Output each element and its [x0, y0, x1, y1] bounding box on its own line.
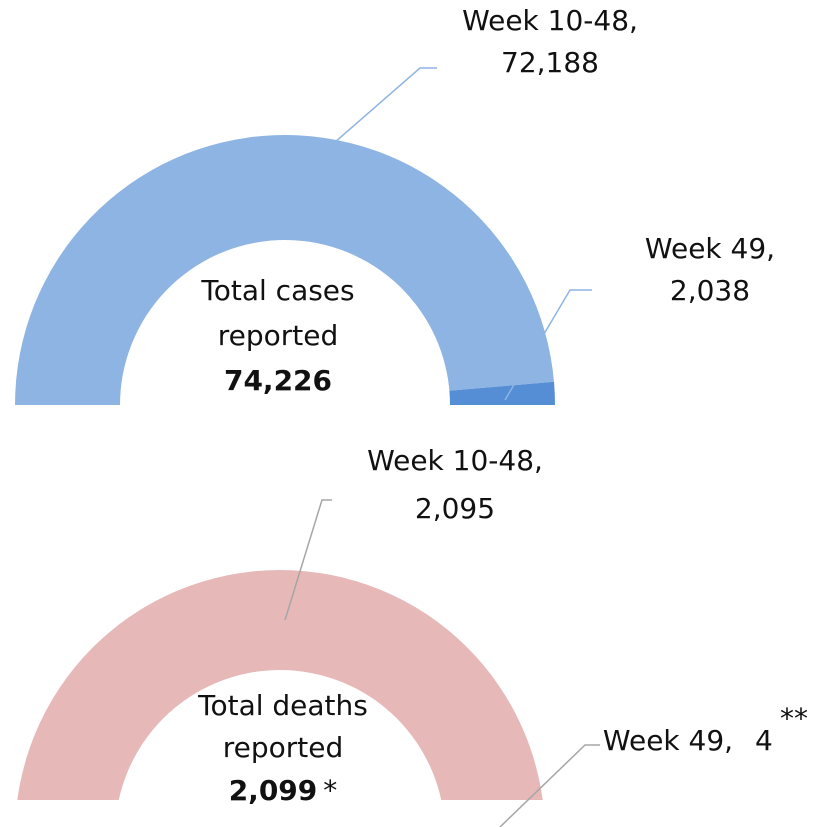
leader-line: [279, 67, 437, 191]
leader-line: [499, 744, 600, 827]
donut-segment: [449, 381, 555, 405]
total: 2,099 *: [229, 774, 338, 807]
donut-segment: [17, 570, 543, 800]
total-value: 74,226: [224, 364, 332, 397]
donut: [15, 135, 555, 405]
total: 74,226: [224, 364, 332, 397]
annotation: **: [780, 702, 808, 735]
donut-segment: [15, 135, 554, 405]
donut: [17, 570, 543, 800]
center-label: reported: [223, 731, 344, 764]
segment-label: Week 49,: [645, 232, 775, 265]
leader-line: [504, 289, 592, 401]
segment-label: Week 49,: [603, 724, 733, 757]
center-label: reported: [218, 319, 339, 352]
value-label: 4: [755, 724, 773, 757]
value-label: 2,095: [415, 492, 495, 525]
total-note: *: [323, 774, 337, 807]
center-label: Total deaths: [197, 689, 368, 722]
value-label: 72,188: [501, 46, 599, 79]
center-label: Total cases: [200, 274, 354, 307]
total-value: 2,099: [229, 774, 318, 807]
segment-label: Week 10-48,: [367, 444, 543, 477]
value-label: 2,038: [670, 274, 750, 307]
segment-label: Week 10-48,: [462, 4, 638, 37]
leader-line: [284, 499, 332, 621]
